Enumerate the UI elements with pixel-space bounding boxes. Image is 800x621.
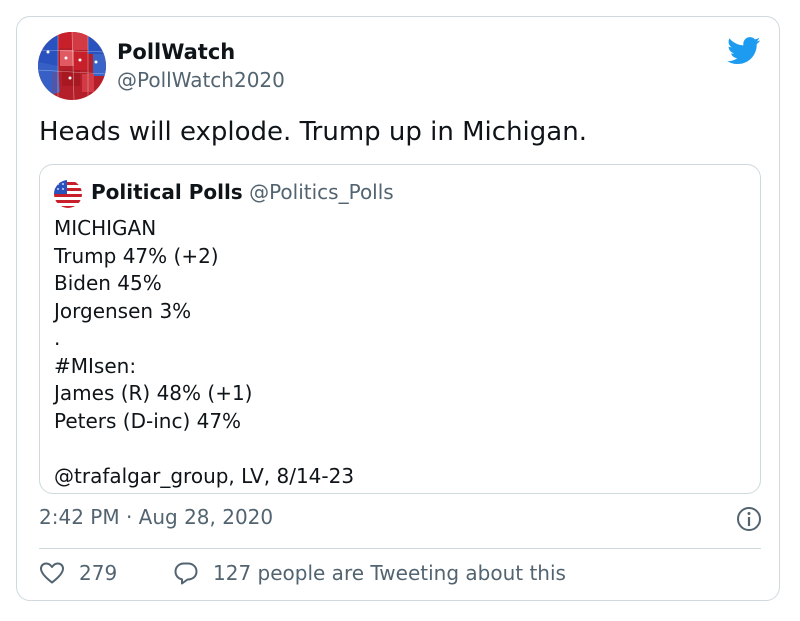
like-button[interactable]: 279 bbox=[39, 561, 117, 585]
quoted-tweet-text: MICHIGAN Trump 47% (+2) Biden 45% Jorgen… bbox=[54, 215, 354, 490]
speech-bubble-icon bbox=[174, 562, 198, 585]
divider bbox=[39, 548, 761, 549]
flag-avatar-image bbox=[54, 180, 82, 208]
info-icon[interactable] bbox=[735, 505, 763, 533]
tweet-card[interactable]: PollWatch @PollWatch2020 Heads will expl… bbox=[16, 16, 780, 601]
like-count: 279 bbox=[79, 561, 118, 585]
twitter-bird-icon[interactable] bbox=[727, 37, 761, 65]
quoted-author-line[interactable]: Political Polls @Politics_Polls bbox=[91, 180, 394, 204]
author-avatar[interactable] bbox=[38, 32, 106, 100]
quoted-text-line: Jorgensen 3% bbox=[54, 298, 192, 323]
author-name[interactable]: PollWatch bbox=[117, 40, 236, 64]
quoted-author-handle[interactable]: @Politics_Polls bbox=[249, 180, 394, 204]
tweet-timestamp[interactable]: 2:42 PM · Aug 28, 2020 bbox=[39, 505, 274, 529]
quoted-author-avatar[interactable] bbox=[54, 180, 82, 208]
tweet-text: Heads will explode. Trump up in Michigan… bbox=[39, 117, 587, 147]
quoted-author-name[interactable]: Political Polls bbox=[91, 180, 243, 204]
quoted-tweet[interactable]: Political Polls @Politics_Polls MICHIGAN… bbox=[39, 164, 761, 494]
quoted-text-line: James (R) 48% (+1) bbox=[54, 381, 253, 405]
quoted-text-line: Trump 47% (+2) bbox=[54, 243, 219, 268]
conversation-link[interactable]: 127 people are Tweeting about this bbox=[173, 561, 566, 585]
quoted-text-line: MICHIGAN bbox=[54, 216, 157, 240]
conversation-text: 127 people are Tweeting about this bbox=[213, 561, 566, 585]
quoted-text-line: . bbox=[54, 326, 61, 350]
quoted-text-line: Peters (D-inc) 47% bbox=[54, 408, 242, 433]
author-handle[interactable]: @PollWatch2020 bbox=[117, 68, 285, 92]
quoted-text-line: #MIsen: bbox=[54, 353, 137, 378]
heart-icon bbox=[40, 562, 64, 584]
electoral-map-avatar-image bbox=[38, 32, 106, 100]
quoted-text-line: @trafalgar_group, LV, 8/14-23 bbox=[54, 463, 355, 488]
quoted-text-line bbox=[54, 435, 354, 463]
quoted-text-line: Biden 45% bbox=[54, 271, 162, 295]
